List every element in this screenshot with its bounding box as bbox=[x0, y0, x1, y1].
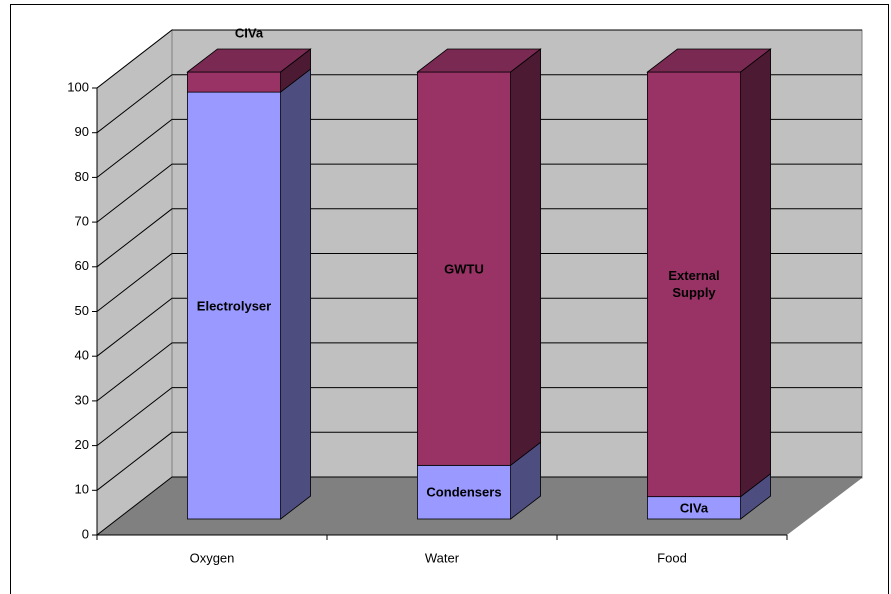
y-tick-label: 70 bbox=[75, 214, 89, 229]
y-tick-label: 100 bbox=[67, 79, 89, 94]
y-tick-label: 80 bbox=[75, 169, 89, 184]
bar-side bbox=[510, 48, 541, 467]
data-label: Electrolyser bbox=[196, 298, 272, 314]
bar-segment bbox=[186, 48, 312, 93]
y-tick-label: 40 bbox=[75, 348, 89, 363]
bar-front bbox=[187, 71, 281, 93]
bar-side bbox=[280, 68, 311, 520]
bar-segment bbox=[187, 68, 311, 520]
bar-side bbox=[740, 48, 771, 498]
bar-top bbox=[416, 48, 542, 73]
data-label: CIVa bbox=[679, 500, 709, 516]
bar-segment bbox=[646, 48, 772, 498]
y-tick-label: 90 bbox=[75, 124, 89, 139]
bar-segment bbox=[416, 48, 542, 467]
data-label: Condensers bbox=[426, 484, 502, 500]
grid-line bbox=[96, 297, 862, 357]
bar-top bbox=[646, 48, 772, 73]
data-label: CIVa bbox=[234, 25, 264, 41]
data-label: External Supply bbox=[668, 268, 720, 301]
grid bbox=[96, 29, 862, 536]
bar-front bbox=[187, 91, 281, 520]
grid-line bbox=[96, 431, 862, 491]
grid-line bbox=[96, 476, 862, 536]
axes: 0 10 20 30 40 50 60 70 80 90 100 Oxygen Water Food bbox=[67, 79, 788, 565]
grid-line bbox=[96, 253, 862, 312]
grid-line bbox=[96, 29, 862, 89]
y-tick-label: 10 bbox=[75, 482, 89, 497]
x-tick-label: Oxygen bbox=[190, 550, 235, 565]
y-tick-label: 50 bbox=[75, 303, 89, 318]
x-tick-label: Water bbox=[425, 550, 460, 565]
grid-line bbox=[96, 163, 862, 223]
bar-front bbox=[417, 464, 511, 520]
y-tick-label: 0 bbox=[82, 526, 89, 541]
data-label: GWTU bbox=[444, 261, 484, 277]
grid-line bbox=[96, 387, 862, 446]
x-tick-label: Food bbox=[657, 550, 687, 565]
bar-segment bbox=[647, 472, 771, 520]
bar-front bbox=[647, 71, 741, 498]
chart-frame bbox=[10, 4, 889, 594]
y-tick-label: 20 bbox=[75, 437, 89, 452]
bars bbox=[186, 48, 772, 520]
bar-front bbox=[417, 71, 511, 466]
bar-segment bbox=[417, 441, 541, 520]
grid-line bbox=[96, 342, 862, 402]
grid-line bbox=[96, 118, 862, 178]
grid-line bbox=[96, 74, 862, 134]
bar-top bbox=[186, 48, 312, 73]
y-tick-label: 30 bbox=[75, 392, 89, 407]
y-tick-label: 60 bbox=[75, 258, 89, 273]
grid-line bbox=[96, 208, 862, 268]
